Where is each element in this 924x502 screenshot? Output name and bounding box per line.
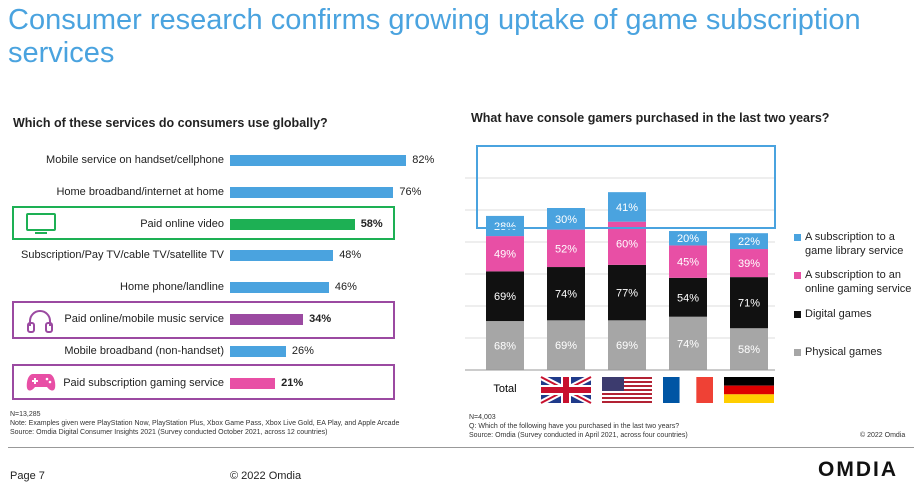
category-label: Mobile service on handset/cellphone (46, 154, 224, 166)
category-label: Home phone/landline (120, 281, 224, 294)
uk-flag-icon (539, 374, 593, 406)
segment-label: 69% (616, 340, 638, 352)
bar (230, 186, 394, 198)
france-flag-icon (663, 377, 713, 403)
legend-label: A subscription to an online gaming servi… (805, 269, 912, 295)
segment-label: 22% (738, 236, 760, 248)
left-chart-title: Which of these services do consumers use… (13, 116, 328, 130)
segment (486, 321, 524, 370)
value-label: 26% (291, 344, 314, 357)
value-label: 76% (399, 185, 422, 198)
paid-video-highlight (12, 206, 395, 240)
x-tick-label: Total (493, 383, 516, 395)
segment (547, 229, 585, 268)
segment-label: 39% (738, 258, 760, 270)
legend-swatch (794, 234, 801, 241)
slide-title: Consumer research confirms growing uptak… (8, 4, 861, 69)
segment (608, 264, 646, 321)
segment-label: 69% (494, 291, 516, 303)
legend-swatch (794, 311, 801, 318)
segment (486, 215, 524, 237)
right-copyright: © 2022 Omdia (860, 432, 906, 439)
legend-label: Digital games (805, 308, 872, 320)
bar (230, 345, 286, 357)
value-label: 82% (412, 154, 435, 166)
value-label: 34% (309, 313, 332, 325)
left-sample-size: N=13,285 (10, 411, 41, 418)
segment (669, 245, 707, 278)
bar (230, 155, 407, 166)
us-flag-icon (602, 377, 652, 403)
segment (547, 208, 585, 230)
segment-label: 77% (616, 288, 638, 300)
category-label: Paid subscription gaming service (63, 376, 224, 389)
segment (669, 316, 707, 370)
right-question: Q: Which of the following have you purch… (469, 423, 680, 430)
segment-label: 30% (555, 214, 577, 226)
value-label: 58% (360, 217, 383, 230)
footer-divider (8, 447, 914, 448)
right-chart-title: What have console gamers purchased in th… (471, 111, 830, 125)
segment-label: 20% (677, 233, 699, 245)
subscription-highlight (476, 145, 776, 229)
segment (730, 328, 768, 370)
omdia-logo: OMDIA (818, 458, 898, 481)
legend-label: A subscription to a game library service (805, 231, 904, 257)
segment (730, 233, 768, 250)
legend-swatch (794, 272, 801, 279)
segment-label: 54% (677, 292, 699, 304)
bar (230, 377, 276, 389)
music-highlight (12, 301, 395, 339)
segment-label: 41% (616, 202, 638, 214)
segment (608, 320, 646, 370)
bar (230, 218, 355, 230)
left-source: Source: Omdia Digital Consumer Insights … (10, 429, 328, 436)
value-label: 48% (339, 249, 362, 262)
legend-label: Physical games (805, 346, 883, 358)
gaming-highlight (12, 364, 395, 400)
gamepad-icon (26, 374, 56, 391)
segment (608, 192, 646, 222)
segment-label: 69% (555, 340, 577, 352)
value-label: 21% (281, 376, 304, 389)
bar (230, 250, 334, 262)
segment-label: 74% (555, 289, 577, 301)
bar (230, 282, 329, 294)
category-label: Home broadband/internet at home (56, 185, 224, 198)
segment-label: 52% (555, 243, 577, 255)
headphones-icon (27, 310, 53, 333)
segment-label: 68% (494, 341, 516, 353)
germany-flag-icon (724, 377, 774, 403)
page-number: Page 7 (10, 470, 45, 482)
right-sample-size: N=4,003 (469, 414, 496, 421)
segment (486, 236, 524, 272)
right-source: Source: Omdia (Survey conducted in April… (469, 432, 688, 439)
segment (669, 277, 707, 317)
bar (230, 314, 304, 325)
left-note: Note: Examples given were PlayStation No… (10, 420, 400, 427)
segment-label: 58% (738, 344, 760, 356)
segment (547, 320, 585, 370)
category-label: Paid online/mobile music service (64, 313, 224, 325)
segment-label: 45% (677, 257, 699, 269)
segment (547, 267, 585, 321)
segment (669, 231, 707, 246)
segment (730, 249, 768, 278)
segment-label: 74% (677, 338, 699, 350)
segment (486, 271, 524, 322)
segment-label: 71% (738, 298, 760, 310)
footer-copyright: © 2022 Omdia (230, 470, 302, 482)
category-label: Subscription/Pay TV/cable TV/satellite T… (21, 249, 224, 262)
category-label: Mobile broadband (non-handset) (64, 344, 224, 357)
value-label: 46% (334, 281, 357, 294)
segment (730, 277, 768, 329)
legend-swatch (794, 349, 801, 356)
purchase-stacked-chart: 68%69%49%28%69%74%52%30%69%77%60%41%74%5… (465, 177, 775, 406)
segment-label: 49% (494, 249, 516, 261)
tv-icon (26, 213, 56, 234)
category-label: Paid online video (140, 217, 224, 230)
segment-label: 60% (616, 238, 638, 250)
